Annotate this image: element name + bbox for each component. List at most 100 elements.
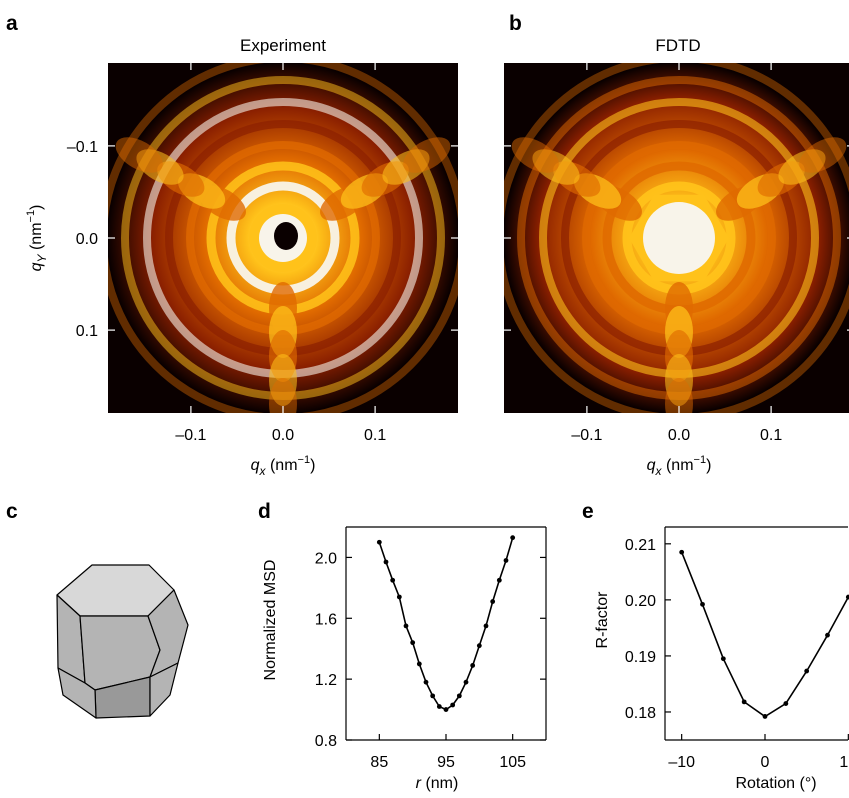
panel-d-point-20 (510, 535, 516, 541)
panel-b-letter: b (509, 12, 522, 35)
panel-a-title: Experiment (240, 36, 326, 55)
panel-b-axes: –0.1 0.0 0.1 (504, 63, 849, 444)
panel-b-arm-0-blob-3 (665, 354, 693, 406)
panel-b-xlabel: qx (nm−1) (647, 454, 712, 478)
panel-e-point-3 (741, 699, 747, 705)
panel-a-xlabel: qx (nm−1) (251, 454, 316, 478)
panel-e-xlabel: Rotation (°) (735, 775, 816, 792)
panel-e-ylabel: R-factor (594, 591, 611, 649)
panel-a-arm-2-blob-3 (382, 149, 430, 185)
panel-a-ylabel: qY (nm−1) (25, 205, 49, 272)
panel-e-xtick-label-0: –10 (668, 754, 695, 771)
panel-d-point-15 (476, 643, 482, 649)
panel-b-title: FDTD (655, 36, 700, 55)
panel-e-point-6 (804, 668, 810, 674)
panel-b-central-core (643, 202, 715, 274)
panel-b-xtick-label-0: –0.1 (571, 427, 602, 444)
panel-d-xlabel-unit: (nm) (421, 775, 458, 792)
panel-b-xtick-label-2: 0.1 (760, 427, 782, 444)
panel-a-heatmap (108, 63, 458, 413)
panel-d-xtick-label-2: 105 (499, 754, 526, 771)
panel-d-point-6 (416, 661, 422, 667)
panel-e-point-5 (783, 701, 789, 706)
polyhedron-lower-left-face (57, 667, 97, 719)
panel-d-point-3 (396, 594, 402, 600)
panel-a-xlabel-unit-open: (nm (266, 457, 298, 474)
panel-b-arm-1-blob-4 (511, 137, 559, 173)
panel-a-xtick-label-1: 0.0 (272, 427, 294, 444)
panel-a-letter: a (6, 12, 18, 35)
panel-d-point-11 (450, 702, 456, 708)
panel-e-point-8 (845, 594, 849, 600)
panel-b-arm-2-blob-4 (799, 137, 847, 173)
panel-d-letter: d (258, 500, 271, 523)
panel-b-xtick-label-1: 0.0 (668, 427, 690, 444)
panel-e-point-1 (700, 601, 705, 607)
panel-b-arm-1-blob-3 (532, 149, 580, 185)
panel-d-series-line (378, 537, 514, 711)
panel-a-xlabel-unit-sup: −1 (298, 454, 311, 466)
panel-d-point-4 (403, 623, 409, 629)
panel-a-ylabel-unit-sup: −1 (25, 210, 37, 223)
panel-a-arms (115, 137, 451, 413)
panel-a-arm-0-blob-3 (269, 354, 297, 406)
panel-d-point-10 (443, 707, 449, 712)
panel-a-arm-0-blob-4 (269, 378, 297, 413)
panel-a-xtick-label-0: –0.1 (175, 427, 206, 444)
panel-b-xlabel-unit-sup: −1 (694, 454, 707, 466)
panel-a-xlabel-unit-close: ) (310, 457, 315, 474)
panel-d-point-1 (383, 559, 389, 565)
panel-b-xlabel-var: q (647, 457, 656, 474)
panel-e-series-line (680, 551, 849, 718)
panel-d-point-8 (430, 693, 436, 699)
panel-d-ytick-label-1: 1.2 (315, 672, 337, 689)
panel-a-ytick-label-2: 0.1 (76, 323, 98, 340)
panel-d-point-17 (490, 599, 496, 604)
panel-e-point-2 (720, 656, 726, 662)
panel-a-xlabel-sub: x (259, 464, 267, 478)
panel-d-ytick-label-0: 0.8 (315, 733, 337, 750)
panel-e-ytick-label-3: 0.21 (625, 537, 656, 554)
panel-a-xtick-label-2: 0.1 (364, 427, 386, 444)
panel-d-ytick-label-2: 1.6 (315, 611, 337, 628)
panel-b-xlabel-unit-open: (nm (662, 457, 694, 474)
panel-b-arm-2-blob-3 (778, 149, 826, 185)
panel-e-ytick-label-2: 0.20 (625, 593, 656, 610)
panel-a-ylabel-var: q (28, 262, 45, 271)
panel-d-point-13 (463, 679, 469, 685)
panel-a-ylabel-unit-close: ) (28, 205, 45, 210)
panel-d-point-19 (503, 558, 509, 563)
panel-e-xtick-label-2: 10 (839, 754, 849, 771)
panel-a-arm-2-blob-4 (403, 137, 451, 173)
panel-d-point-9 (436, 704, 442, 709)
panel-d-point-18 (496, 577, 502, 583)
truncated-octahedron-model (56, 564, 189, 719)
panel-d-xlabel-var: r (416, 775, 422, 792)
panel-e-letter: e (582, 500, 594, 523)
panel-a-xlabel-var: q (251, 457, 260, 474)
panel-a-ytick-label-1: 0.0 (76, 231, 98, 248)
panel-e-chart: –10 0 10 0.18 0.19 0.20 0.21 (625, 526, 849, 771)
panel-e-xtick-label-1: 0 (761, 754, 770, 771)
panel-e-ytick-label-1: 0.19 (625, 649, 656, 666)
panel-a-ylabel-sub: Y (35, 253, 49, 262)
panel-d-chart: 85 95 105 0.8 1.2 1.6 2.0 (315, 526, 547, 771)
panel-e-plot-area (679, 549, 849, 719)
panel-d-point-2 (390, 577, 396, 583)
panel-b-xlabel-sub: x (655, 464, 663, 478)
panel-e-point-7 (825, 632, 830, 638)
polyhedron-lower-right-face (149, 662, 179, 717)
panel-e-ytick-label-0: 0.18 (625, 705, 656, 722)
panel-b-arms (511, 137, 847, 413)
panel-d-ytick-label-3: 2.0 (315, 550, 337, 567)
panel-d-xlabel: r (nm) (416, 775, 459, 792)
panel-e-point-0 (679, 549, 685, 555)
panel-e-point-4 (762, 714, 768, 719)
panel-d-plot-area (376, 535, 516, 712)
panel-a-ytick-label-0: –0.1 (67, 139, 98, 156)
panel-a-axes: –0.1 0.0 0.1 –0.1 0.0 0.1 (67, 63, 458, 444)
panel-d-point-5 (410, 640, 416, 646)
panel-d-point-14 (470, 663, 476, 668)
panel-d-point-16 (483, 623, 489, 629)
